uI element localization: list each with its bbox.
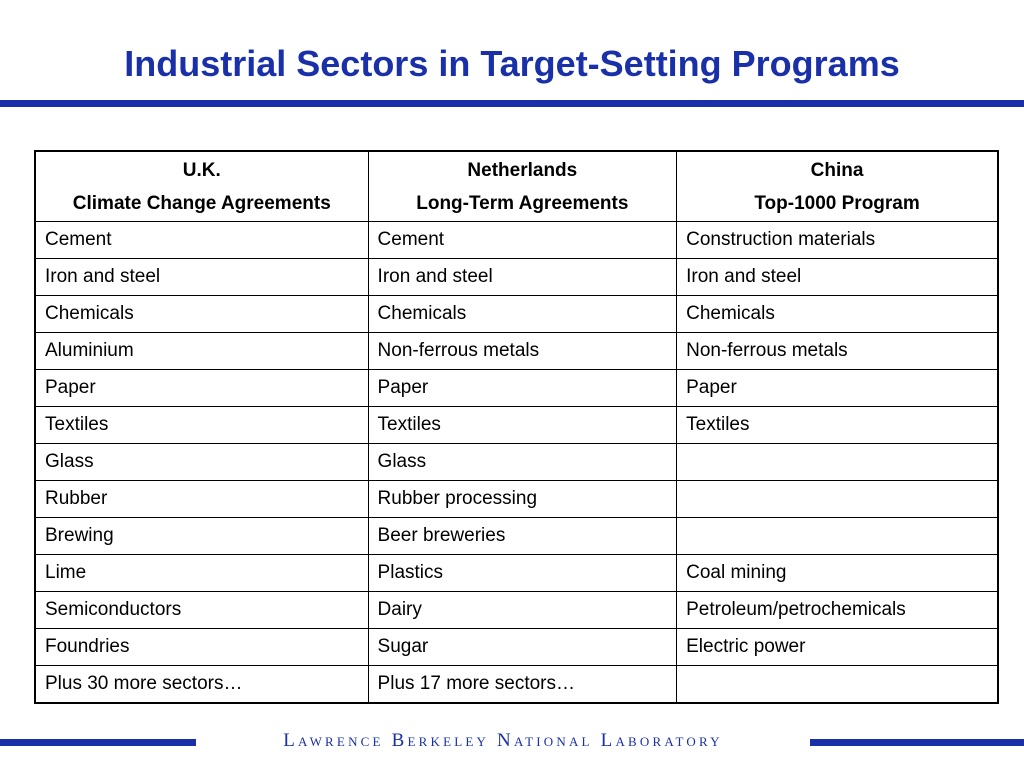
table-cell-netherlands: Paper	[367, 369, 678, 407]
footer-rule-left	[0, 739, 196, 746]
table-cell-uk: Aluminium	[34, 332, 369, 370]
table-cell-netherlands: Plastics	[367, 554, 678, 592]
table-cell-netherlands: Glass	[367, 443, 678, 481]
table-cell-uk: Semiconductors	[34, 591, 369, 629]
title-divider	[0, 100, 1024, 107]
table-row: Paper Paper Paper	[34, 369, 999, 407]
table-cell-uk: Brewing	[34, 517, 369, 555]
table-cell-netherlands: Iron and steel	[367, 258, 678, 296]
table-header-row: U.K. Climate Change Agreements Netherlan…	[34, 150, 999, 222]
table-cell-netherlands: Chemicals	[367, 295, 678, 333]
table-cell-china: Coal mining	[676, 554, 999, 592]
table-cell-netherlands: Beer breweries	[367, 517, 678, 555]
table-row: Brewing Beer breweries	[34, 517, 999, 555]
table-cell-netherlands: Plus 17 more sectors…	[367, 665, 678, 704]
table-row: Chemicals Chemicals Chemicals	[34, 295, 999, 333]
header-uk: U.K. Climate Change Agreements	[34, 150, 369, 222]
table-cell-china	[676, 517, 999, 555]
table-cell-uk: Plus 30 more sectors…	[34, 665, 369, 704]
table-row: Plus 30 more sectors… Plus 17 more secto…	[34, 665, 999, 704]
table-row: Foundries Sugar Electric power	[34, 628, 999, 666]
table-row: Textiles Textiles Textiles	[34, 406, 999, 444]
header-netherlands-program: Long-Term Agreements	[416, 192, 629, 214]
table-row: Semiconductors Dairy Petroleum/petrochem…	[34, 591, 999, 629]
table-cell-china: Textiles	[676, 406, 999, 444]
table-cell-china: Construction materials	[676, 221, 999, 259]
table-cell-uk: Textiles	[34, 406, 369, 444]
table-cell-uk: Iron and steel	[34, 258, 369, 296]
table-cell-netherlands: Rubber processing	[367, 480, 678, 518]
table-row: Glass Glass	[34, 443, 999, 481]
table-cell-netherlands: Sugar	[367, 628, 678, 666]
table-cell-uk: Chemicals	[34, 295, 369, 333]
table-row: Aluminium Non-ferrous metals Non-ferrous…	[34, 332, 999, 370]
table-row: Cement Cement Construction materials	[34, 221, 999, 259]
table-cell-china: Paper	[676, 369, 999, 407]
table-row: Iron and steel Iron and steel Iron and s…	[34, 258, 999, 296]
table-cell-uk: Paper	[34, 369, 369, 407]
header-uk-program: Climate Change Agreements	[72, 192, 331, 214]
sectors-table: U.K. Climate Change Agreements Netherlan…	[34, 150, 999, 704]
table-cell-china	[676, 665, 999, 704]
slide-title: Industrial Sectors in Target-Setting Pro…	[124, 43, 900, 84]
header-netherlands-country: Netherlands	[467, 159, 578, 181]
table-cell-china: Electric power	[676, 628, 999, 666]
table-cell-uk: Rubber	[34, 480, 369, 518]
table-cell-netherlands: Dairy	[367, 591, 678, 629]
table-cell-china	[676, 443, 999, 481]
table-cell-uk: Lime	[34, 554, 369, 592]
footer-organization: Lawrence Berkeley National Laboratory	[283, 730, 723, 751]
table-cell-netherlands: Textiles	[367, 406, 678, 444]
table-cell-china: Petroleum/petrochemicals	[676, 591, 999, 629]
table-cell-uk: Glass	[34, 443, 369, 481]
table-cell-netherlands: Cement	[367, 221, 678, 259]
table-cell-china: Iron and steel	[676, 258, 999, 296]
table-row: Lime Plastics Coal mining	[34, 554, 999, 592]
header-china-program: Top-1000 Program	[754, 192, 920, 214]
header-china: China Top-1000 Program	[676, 150, 999, 222]
table-cell-uk: Cement	[34, 221, 369, 259]
header-china-country: China	[810, 159, 864, 181]
table-cell-netherlands: Non-ferrous metals	[367, 332, 678, 370]
footer-rule-right	[810, 739, 1024, 746]
header-uk-country: U.K.	[182, 159, 221, 181]
header-netherlands: Netherlands Long-Term Agreements	[367, 150, 678, 222]
table-cell-china: Chemicals	[676, 295, 999, 333]
table-row: Rubber Rubber processing	[34, 480, 999, 518]
table-cell-uk: Foundries	[34, 628, 369, 666]
table-cell-china: Non-ferrous metals	[676, 332, 999, 370]
table-cell-china	[676, 480, 999, 518]
